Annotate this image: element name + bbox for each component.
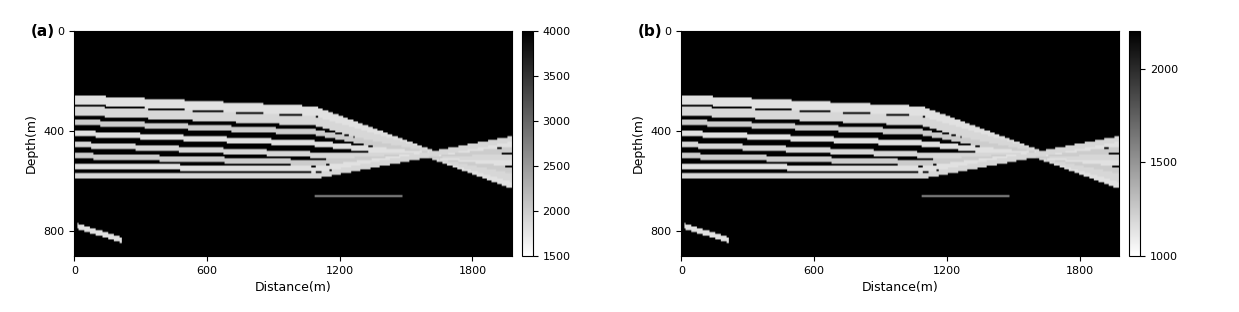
X-axis label: Distance(m): Distance(m) — [862, 281, 939, 294]
Text: (b): (b) — [638, 24, 663, 39]
Y-axis label: Depth(m): Depth(m) — [632, 114, 646, 173]
X-axis label: Distance(m): Distance(m) — [255, 281, 332, 294]
Text: (a): (a) — [31, 24, 55, 39]
Y-axis label: Depth(m): Depth(m) — [25, 114, 38, 173]
